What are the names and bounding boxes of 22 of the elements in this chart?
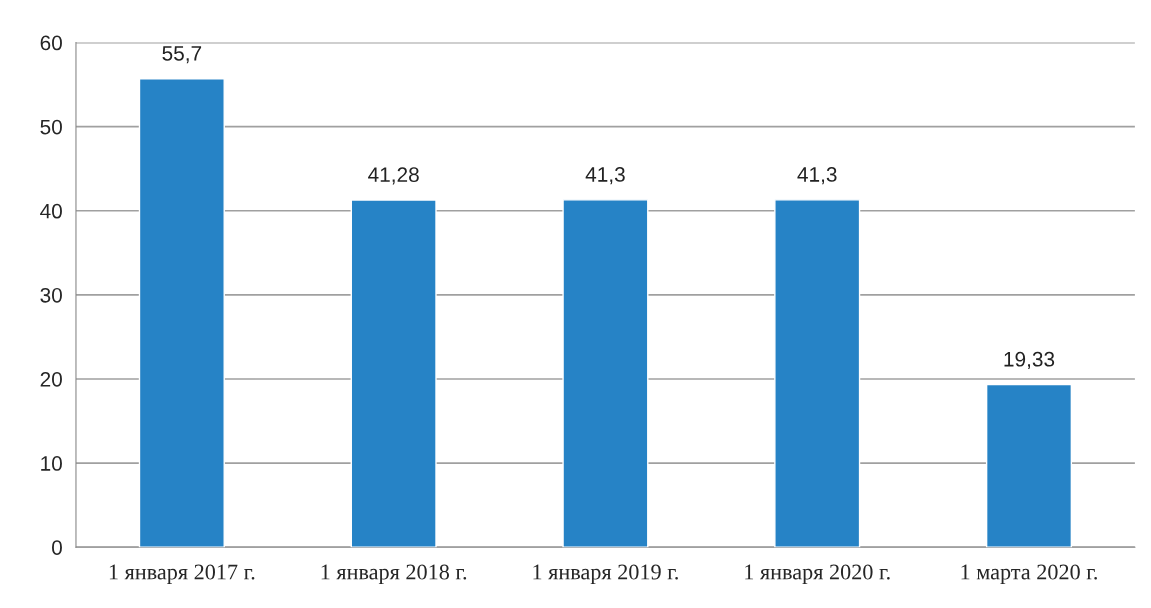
bar xyxy=(350,199,437,548)
x-tick-label: 1 января 2018 г. xyxy=(321,564,467,585)
data-label: 41,3 xyxy=(585,167,625,185)
data-label: 55,7 xyxy=(162,46,202,64)
bar xyxy=(138,78,225,548)
y-tick-label: 30 xyxy=(40,287,62,303)
y-tick-label: 20 xyxy=(40,371,62,387)
y-tick-label: 60 xyxy=(40,35,62,51)
data-label: 19,33 xyxy=(1004,351,1055,370)
x-tick-label: 1 января 2020 г. xyxy=(745,564,890,585)
y-tick-label: 10 xyxy=(41,456,62,471)
bar xyxy=(774,199,861,548)
data-label: 41,28 xyxy=(368,167,419,185)
bar xyxy=(562,199,649,548)
y-tick-label: 40 xyxy=(40,203,62,219)
bar xyxy=(985,383,1073,548)
x-tick-label: 1 марта 2020 г. xyxy=(961,564,1097,585)
y-tick-label: 0 xyxy=(52,540,62,555)
y-tick-label: 50 xyxy=(40,119,62,135)
x-tick-label: 1 января 2019 г. xyxy=(533,564,678,585)
data-label: 41,3 xyxy=(797,167,837,185)
x-tick-label: 1 января 2017 г. xyxy=(109,564,255,585)
